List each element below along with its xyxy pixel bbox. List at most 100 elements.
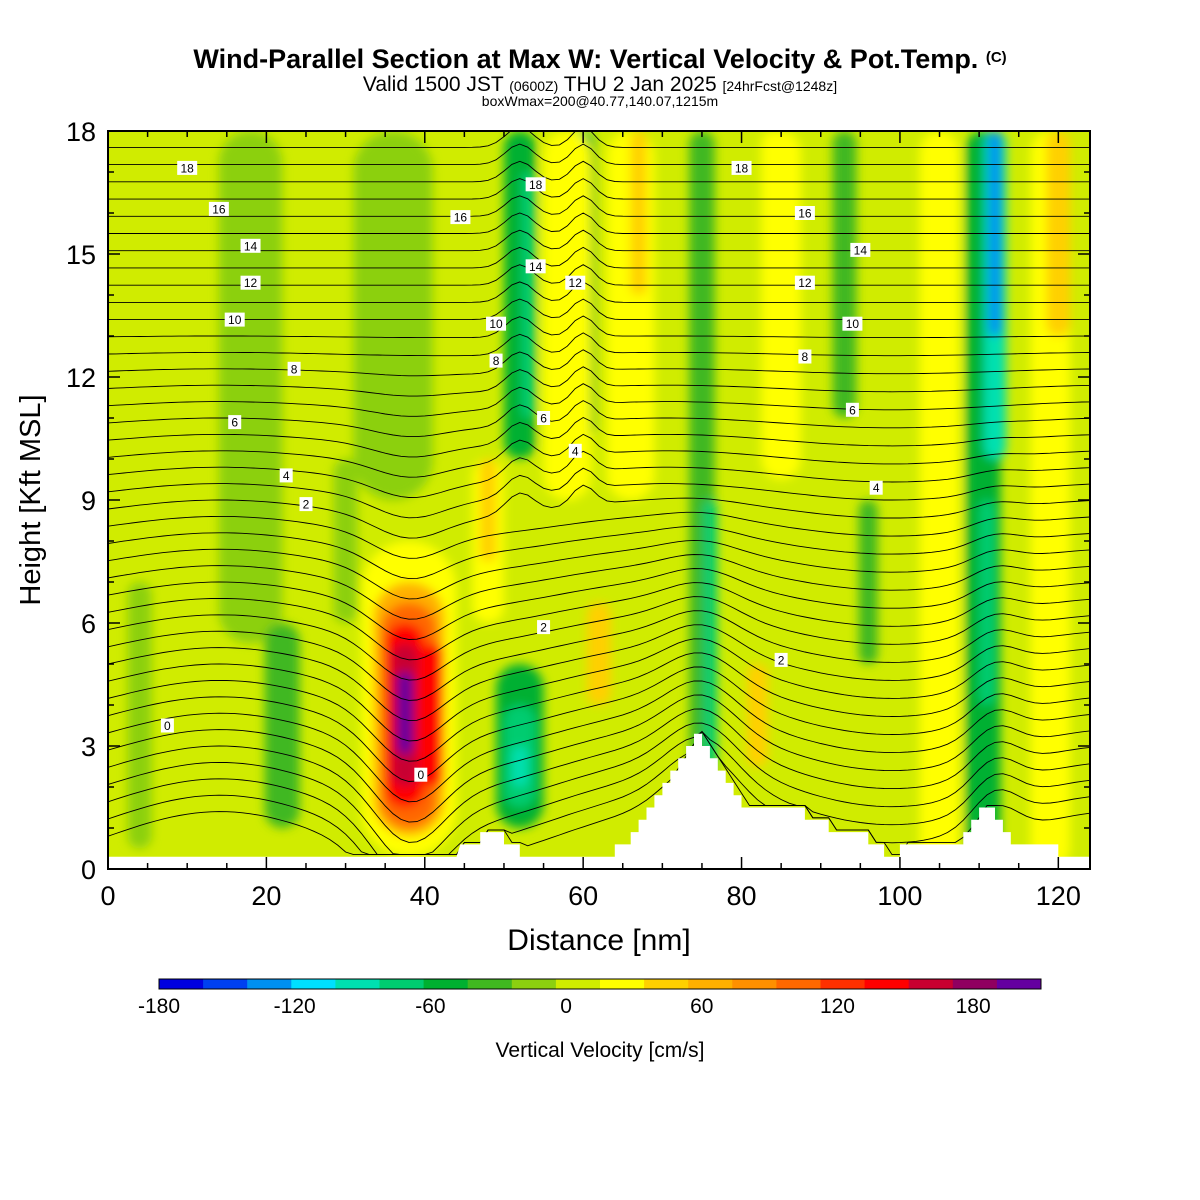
isentrope — [108, 298, 1090, 321]
colorbar-swatch — [511, 979, 557, 989]
isentrope — [108, 229, 1090, 252]
contour-label-bg — [279, 468, 293, 483]
contour-label-bg — [798, 349, 812, 364]
contour-label: 2 — [540, 621, 547, 635]
colorbar-swatch — [423, 979, 469, 989]
x-tick-label: 120 — [1036, 881, 1081, 911]
colorbar-tick-label: 180 — [956, 995, 991, 1018]
contour-label: 6 — [540, 412, 547, 426]
isentrope — [108, 730, 1090, 856]
contour-label-bg — [794, 275, 815, 290]
colorbar-swatch — [555, 979, 601, 989]
velocity-plume — [511, 746, 528, 787]
colorbar-swatch — [644, 979, 689, 989]
x-tick-label: 60 — [568, 881, 598, 911]
isentrope — [108, 281, 1090, 303]
velocity-plume — [264, 623, 300, 828]
chart-title: Wind-Parallel Section at Max W: Vertical… — [0, 44, 1200, 75]
contour-label-bg — [240, 238, 261, 253]
y-tick-label: 9 — [81, 486, 96, 516]
velocity-plume — [747, 664, 768, 767]
x-tick-label: 0 — [100, 881, 115, 911]
contour-label: 14 — [529, 260, 543, 274]
isentrope — [108, 730, 1090, 856]
colorbar-swatch — [820, 979, 866, 989]
contour-label: 8 — [802, 350, 809, 364]
contour-label: 8 — [291, 362, 298, 376]
velocity-plume — [353, 131, 433, 500]
isentrope — [108, 349, 1090, 377]
colorbar-swatch — [864, 979, 910, 989]
contour-label-bg — [568, 443, 582, 458]
isentrope — [108, 246, 1090, 269]
contour-label-bg — [537, 411, 551, 425]
x-tick-label: 20 — [251, 881, 281, 911]
contour-label: 8 — [493, 354, 500, 368]
velocity-plume — [587, 602, 611, 705]
contour-label-bg — [287, 361, 301, 376]
colorbar-swatch — [688, 979, 733, 989]
contour-label: 10 — [228, 313, 242, 327]
y-tick-label: 3 — [81, 732, 96, 762]
contour-label-bg — [731, 160, 752, 175]
isentrope — [108, 582, 1090, 661]
contour-label: 2 — [778, 653, 785, 667]
vertical-velocity-field — [127, 131, 1071, 869]
velocity-plume — [521, 172, 535, 418]
isentrope — [108, 178, 1090, 200]
contour-label: 16 — [454, 211, 468, 225]
contour-label-bg — [525, 177, 546, 192]
isentrope — [108, 624, 1090, 722]
colorbar-swatch — [996, 979, 1042, 989]
contour-label: 18 — [181, 161, 195, 175]
valid-utc: (0600Z) — [509, 78, 559, 94]
x-tick-label: 40 — [410, 881, 440, 911]
contour-label: 10 — [489, 317, 503, 331]
contour-label-bg — [299, 497, 313, 512]
isentrope — [108, 93, 1090, 114]
colorbar-swatch — [776, 979, 821, 989]
isentrope — [108, 416, 1090, 458]
x-axis-label: Distance [nm] — [507, 924, 690, 957]
contour-label-bg — [489, 353, 503, 368]
contour-label-bg — [160, 718, 174, 733]
velocity-plume — [127, 582, 152, 849]
contour-label: 12 — [569, 276, 583, 290]
contour-label-bg — [450, 210, 471, 225]
y-tick-label: 0 — [81, 855, 96, 885]
isentrope — [108, 366, 1090, 397]
isentrope — [108, 568, 1090, 640]
contour-label: 12 — [798, 276, 812, 290]
contour-label-bg — [228, 415, 242, 430]
isentrope — [108, 212, 1090, 234]
colorbar-swatch — [159, 979, 204, 989]
colorbar-swatch — [600, 979, 645, 989]
colorbar-swatch — [291, 979, 336, 989]
isentrope — [108, 433, 1090, 478]
contour-label: 0 — [164, 719, 171, 733]
velocity-plume — [702, 500, 717, 767]
isentrope — [108, 315, 1090, 339]
y-tick-label: 12 — [66, 363, 96, 393]
colorbar-tick-label: 120 — [820, 995, 855, 1018]
contour-label-bg — [537, 620, 551, 635]
contour-label: 0 — [417, 768, 424, 782]
contour-label-bg — [486, 316, 507, 331]
contour-label-bg — [240, 275, 261, 290]
contour-label: 18 — [735, 161, 749, 175]
isentrope — [108, 525, 1090, 580]
velocity-plume — [333, 459, 358, 623]
isentrope — [108, 539, 1090, 600]
isentrope — [108, 708, 1090, 843]
colorbar-swatch — [379, 979, 425, 989]
colorbar-swatch — [732, 979, 777, 989]
contour-label: 6 — [231, 416, 238, 430]
contour-labels: 18 16 14 12 10 8 6 4 2 18 16 14 12 10 8 6 4 2 18 16 14 12 10 8 6… — [160, 160, 883, 782]
contour-label: 14 — [854, 243, 868, 257]
contour-label-bg — [208, 201, 229, 216]
isentrope — [108, 467, 1090, 519]
potential-temperature-contours — [108, 93, 1090, 856]
contour-label: 4 — [283, 469, 290, 483]
